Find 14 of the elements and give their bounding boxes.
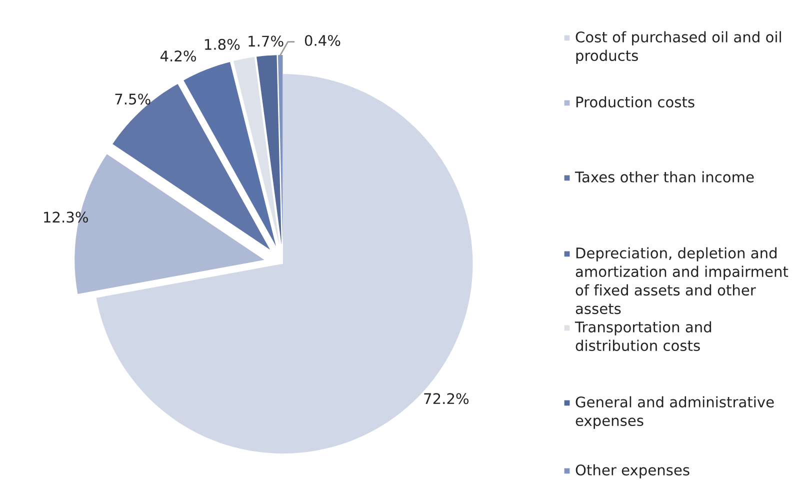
- legend-label: Production costs: [576, 96, 694, 108]
- data-label: 1.8%: [204, 38, 240, 50]
- data-label: 4.2%: [160, 50, 196, 62]
- legend-label: Other expenses: [576, 464, 690, 478]
- data-label: 72.2%: [424, 393, 469, 404]
- legend-label: Transportation and distribution costs: [574, 321, 712, 352]
- legend-label: Depreciation, depletion and amortization and impairment of fixed assets and other assets: [576, 247, 788, 314]
- data-label: 7.5%: [115, 94, 150, 105]
- legend-label: Cost of purchased oil and oil products: [576, 31, 781, 64]
- legend-label: General and administrative expenses: [576, 396, 774, 429]
- data-label: 0.4%: [304, 34, 340, 46]
- data-label: 1.7%: [248, 36, 284, 47]
- data-label: 12.3%: [44, 212, 88, 223]
- legend-label: Taxes other than income: [574, 171, 754, 183]
